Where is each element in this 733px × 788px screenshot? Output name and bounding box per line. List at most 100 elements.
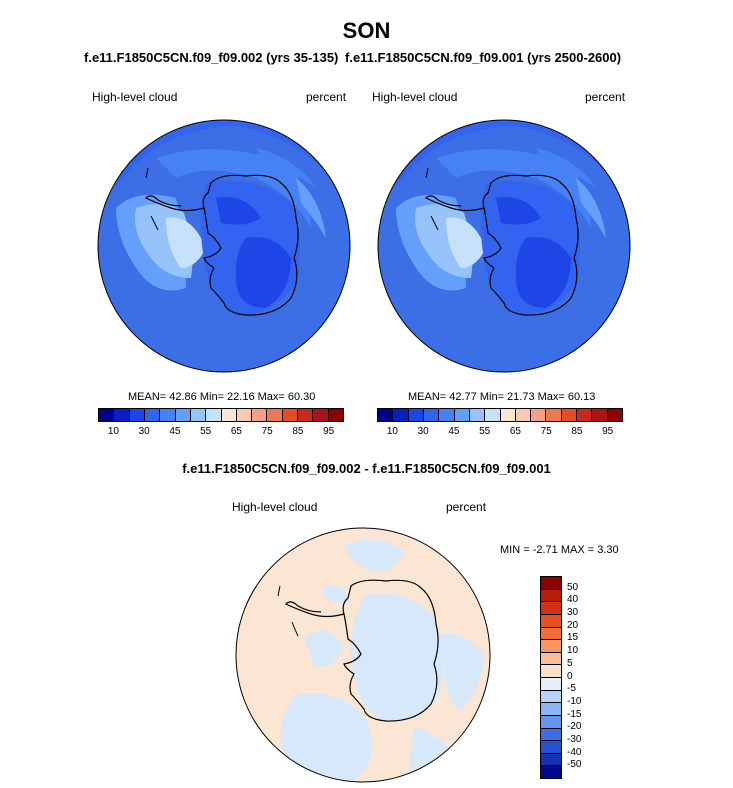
diff-colorbar — [540, 576, 562, 779]
panel-1-variable-label: High-level cloud — [92, 90, 178, 104]
colorbar-tick-label: -40 — [567, 746, 582, 758]
colorbar-swatch — [541, 627, 561, 641]
colorbar-swatch — [607, 409, 622, 421]
colorbar-tick-label: -5 — [567, 683, 576, 695]
colorbar-swatch — [541, 652, 561, 666]
colorbar-tick-label: -10 — [567, 695, 582, 707]
colorbar-swatch — [541, 728, 561, 742]
colorbar-swatch — [541, 577, 561, 590]
colorbar-swatch — [408, 409, 424, 421]
colorbar-tick-label: 10 — [107, 426, 119, 437]
colorbar-swatch — [546, 409, 562, 421]
colorbar-swatch — [99, 409, 115, 421]
colorbar-swatch — [561, 409, 578, 421]
colorbar-swatch — [221, 409, 237, 421]
colorbar-tick-label: 85 — [292, 426, 304, 437]
colorbar-swatch — [541, 589, 561, 603]
colorbar-tick-label: -15 — [567, 708, 582, 720]
colorbar-tick-label: 30 — [417, 426, 429, 437]
colorbar-swatch — [206, 409, 222, 421]
colorbar-swatch — [515, 409, 532, 421]
diff-variable-label: High-level cloud — [232, 500, 318, 514]
colorbar-swatch — [592, 409, 608, 421]
colorbar-swatch — [469, 409, 486, 421]
colorbar-tick-label: 95 — [323, 426, 335, 437]
colorbar-swatch — [531, 409, 547, 421]
colorbar-tick-label: 95 — [602, 426, 614, 437]
colorbar-tick-label: 65 — [509, 426, 521, 437]
colorbar-swatch — [541, 703, 561, 716]
panel-2-stats: MEAN= 42.77 Min= 21.73 Max= 60.13 — [408, 391, 596, 403]
colorbar-tick-label: 45 — [448, 426, 460, 437]
colorbar-tick-label: 20 — [567, 619, 579, 631]
panel-1-stats: MEAN= 42.86 Min= 22.16 Max= 60.30 — [128, 391, 316, 403]
colorbar-swatch — [485, 409, 501, 421]
colorbar-tick-label: -30 — [567, 733, 582, 745]
colorbar-swatch — [175, 409, 191, 421]
colorbar-tick-label: 10 — [567, 645, 579, 657]
colorbar-swatch — [541, 602, 561, 615]
colorbar-swatch — [423, 409, 440, 421]
colorbar-swatch — [393, 409, 409, 421]
colorbar-swatch — [541, 753, 561, 767]
colorbar-swatch — [236, 409, 253, 421]
diff-polar-map — [235, 527, 491, 783]
diff-title: f.e11.F1850C5CN.f09_f09.002 - f.e11.F185… — [182, 461, 551, 476]
panel-1-colorbar-labels: 10 30 45 55 65 75 85 95 — [98, 426, 344, 440]
colorbar-tick-label: 0 — [567, 670, 573, 682]
colorbar-swatch — [298, 409, 314, 421]
colorbar-swatch — [328, 409, 343, 421]
colorbar-swatch — [541, 741, 561, 754]
colorbar-swatch — [454, 409, 470, 421]
colorbar-tick-label: 30 — [567, 607, 579, 619]
colorbar-tick-label: 75 — [540, 426, 552, 437]
colorbar-swatch — [541, 678, 561, 691]
colorbar-swatch — [577, 409, 593, 421]
diff-units-label: percent — [446, 500, 487, 514]
colorbar-swatch — [190, 409, 207, 421]
colorbar-swatch — [541, 640, 561, 653]
panel-2-units-label: percent — [585, 90, 626, 104]
colorbar-swatch — [541, 715, 561, 729]
colorbar-tick-label: 55 — [479, 426, 491, 437]
main-title: SON — [342, 18, 391, 43]
colorbar-tick-label: 40 — [567, 594, 579, 606]
colorbar-tick-label: 65 — [230, 426, 242, 437]
colorbar-tick-label: 5 — [567, 657, 573, 669]
colorbar-swatch — [541, 766, 561, 778]
colorbar-tick-label: 55 — [200, 426, 212, 437]
colorbar-tick-label: -50 — [567, 759, 582, 771]
colorbar-swatch — [378, 409, 394, 421]
colorbar-swatch — [541, 690, 561, 704]
colorbar-swatch — [267, 409, 283, 421]
panel-2-polar-map — [377, 119, 631, 373]
panel-2-variable-label: High-level cloud — [372, 90, 458, 104]
colorbar-tick-label: 15 — [567, 632, 579, 644]
colorbar-swatch — [313, 409, 329, 421]
panel-1-units-label: percent — [306, 90, 347, 104]
panel-2-run-title: f.e11.F1850C5CN.f09_f09.001 (yrs 2500-26… — [345, 50, 622, 65]
colorbar-tick-label: 45 — [169, 426, 181, 437]
colorbar-swatch — [144, 409, 161, 421]
colorbar-tick-label: 50 — [567, 581, 579, 593]
diff-stats: MIN = -2.71 MAX = 3.30 — [500, 544, 619, 556]
panel-1-run-title: f.e11.F1850C5CN.f09_f09.002 (yrs 35-135) — [84, 50, 339, 65]
panel-1-polar-map — [97, 119, 351, 373]
colorbar-swatch — [160, 409, 176, 421]
colorbar-tick-label: 85 — [571, 426, 583, 437]
panel-2-colorbar — [377, 408, 623, 422]
colorbar-tick-label: 30 — [138, 426, 150, 437]
colorbar-swatch — [500, 409, 516, 421]
colorbar-tick-label: 10 — [386, 426, 398, 437]
colorbar-swatch — [541, 665, 561, 678]
panel-2-colorbar-labels: 10 30 45 55 65 75 85 95 — [377, 426, 623, 440]
colorbar-swatch — [114, 409, 130, 421]
colorbar-swatch — [129, 409, 145, 421]
colorbar-swatch — [439, 409, 455, 421]
colorbar-tick-label: -20 — [567, 721, 582, 733]
colorbar-swatch — [541, 614, 561, 628]
colorbar-tick-label: 75 — [261, 426, 273, 437]
colorbar-swatch — [282, 409, 299, 421]
panel-1-colorbar — [98, 408, 344, 422]
colorbar-swatch — [252, 409, 268, 421]
